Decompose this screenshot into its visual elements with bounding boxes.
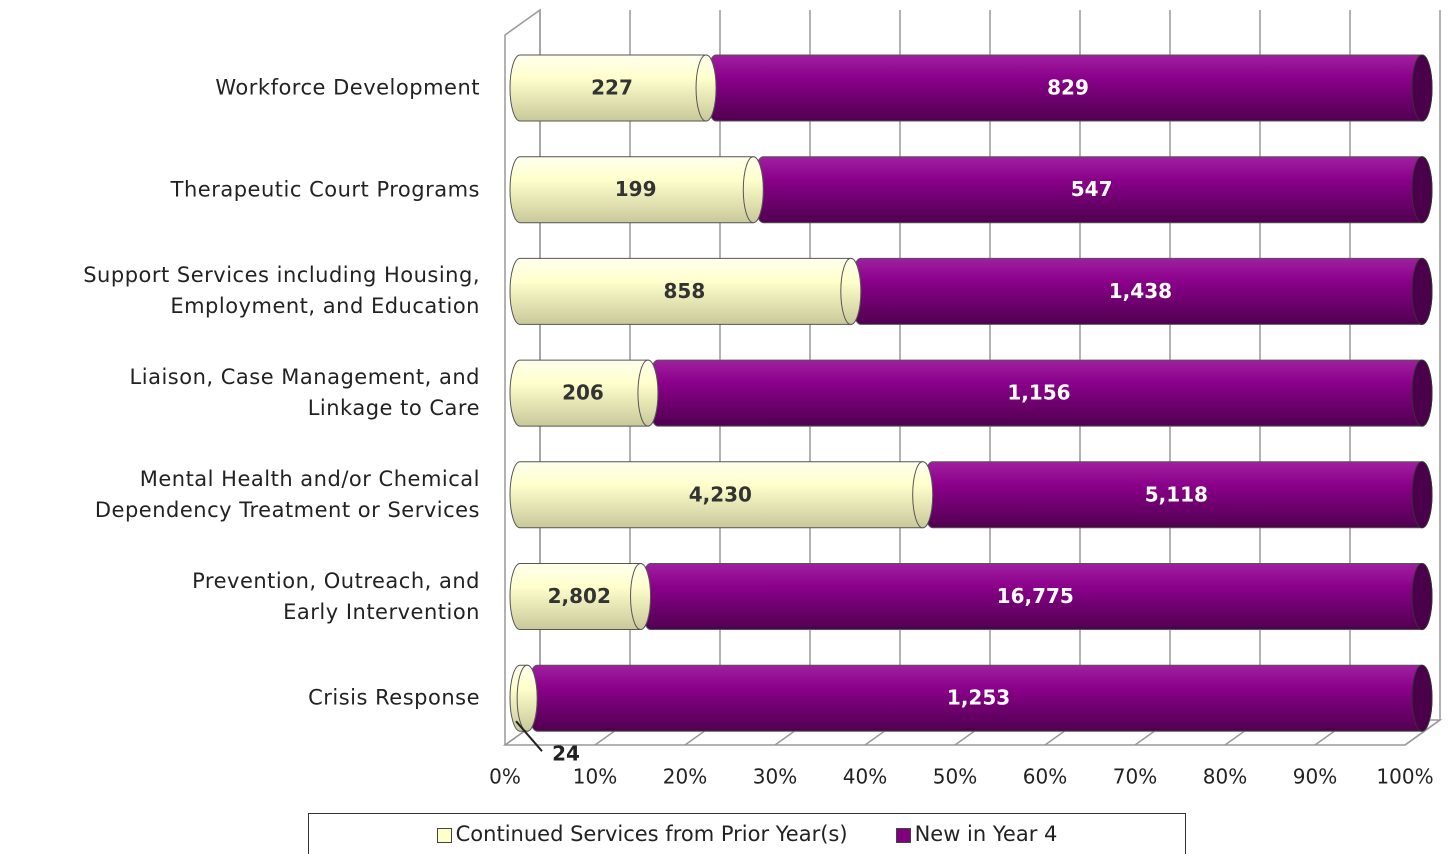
bar-cap	[695, 54, 717, 122]
value-label: 24	[552, 742, 580, 766]
value-label: 1,156	[1007, 381, 1070, 405]
x-tick-label: 0%	[489, 765, 521, 789]
legend-item: Continued Services from Prior Year(s)	[436, 822, 848, 846]
bar-end-cap	[1411, 257, 1433, 325]
leader-line	[515, 720, 543, 752]
x-tick-label: 40%	[843, 765, 887, 789]
value-label: 206	[562, 381, 604, 405]
legend-item: New in Year 4	[895, 822, 1058, 846]
value-label: 227	[591, 76, 633, 100]
bar-end-cap	[1411, 563, 1433, 630]
legend-text: New in Year 4	[914, 822, 1058, 846]
bar-end-cap	[1411, 359, 1433, 427]
category-label: Therapeutic Court Programs	[170, 177, 480, 202]
x-tick-label: 30%	[753, 765, 797, 789]
value-label: 16,775	[997, 584, 1074, 608]
value-label: 1,438	[1109, 279, 1172, 303]
category-label: Liaison, Case Management, and Linkage to…	[129, 365, 480, 421]
bar-end-cap	[1411, 664, 1433, 732]
bar-cap	[630, 563, 652, 630]
x-tick-label: 50%	[933, 765, 977, 789]
legend: Continued Services from Prior Year(s) New…	[308, 813, 1186, 854]
x-tick-label: 70%	[1113, 765, 1157, 789]
category-label: Mental Health and/or Chemical Dependency…	[94, 466, 480, 522]
legend-swatch	[895, 827, 911, 843]
bar-cap	[742, 156, 764, 224]
x-tick-label: 10%	[573, 765, 617, 789]
bar-cap	[912, 461, 934, 529]
x-tick-label: 100%	[1376, 765, 1433, 789]
value-label: 199	[615, 177, 657, 201]
x-tick-label: 80%	[1203, 765, 1247, 789]
value-label: 858	[664, 279, 706, 303]
category-label: Workforce Development	[215, 75, 480, 100]
value-label: 2,802	[548, 584, 611, 608]
category-label: Support Services including Housing, Empl…	[83, 263, 480, 319]
bar-cap	[516, 664, 538, 732]
value-label: 1,253	[947, 686, 1010, 710]
x-tick-label: 20%	[663, 765, 707, 789]
value-label: 829	[1047, 76, 1089, 100]
category-label: Prevention, Outreach, and Early Interven…	[192, 568, 480, 624]
legend-text: Continued Services from Prior Year(s)	[455, 822, 848, 846]
bar-end-cap	[1411, 54, 1433, 122]
value-label: 5,118	[1145, 482, 1208, 506]
bar-end-cap	[1411, 156, 1433, 224]
bar-end-cap	[1411, 461, 1433, 529]
bar-cap	[637, 359, 659, 427]
value-label: 4,230	[689, 482, 752, 506]
bar-cap	[840, 257, 862, 325]
x-tick-label: 60%	[1023, 765, 1067, 789]
value-label: 547	[1071, 177, 1113, 201]
x-tick-label: 90%	[1293, 765, 1337, 789]
legend-swatch	[436, 827, 452, 843]
category-label: Crisis Response	[308, 685, 480, 710]
floor-grid-line	[1404, 719, 1441, 746]
